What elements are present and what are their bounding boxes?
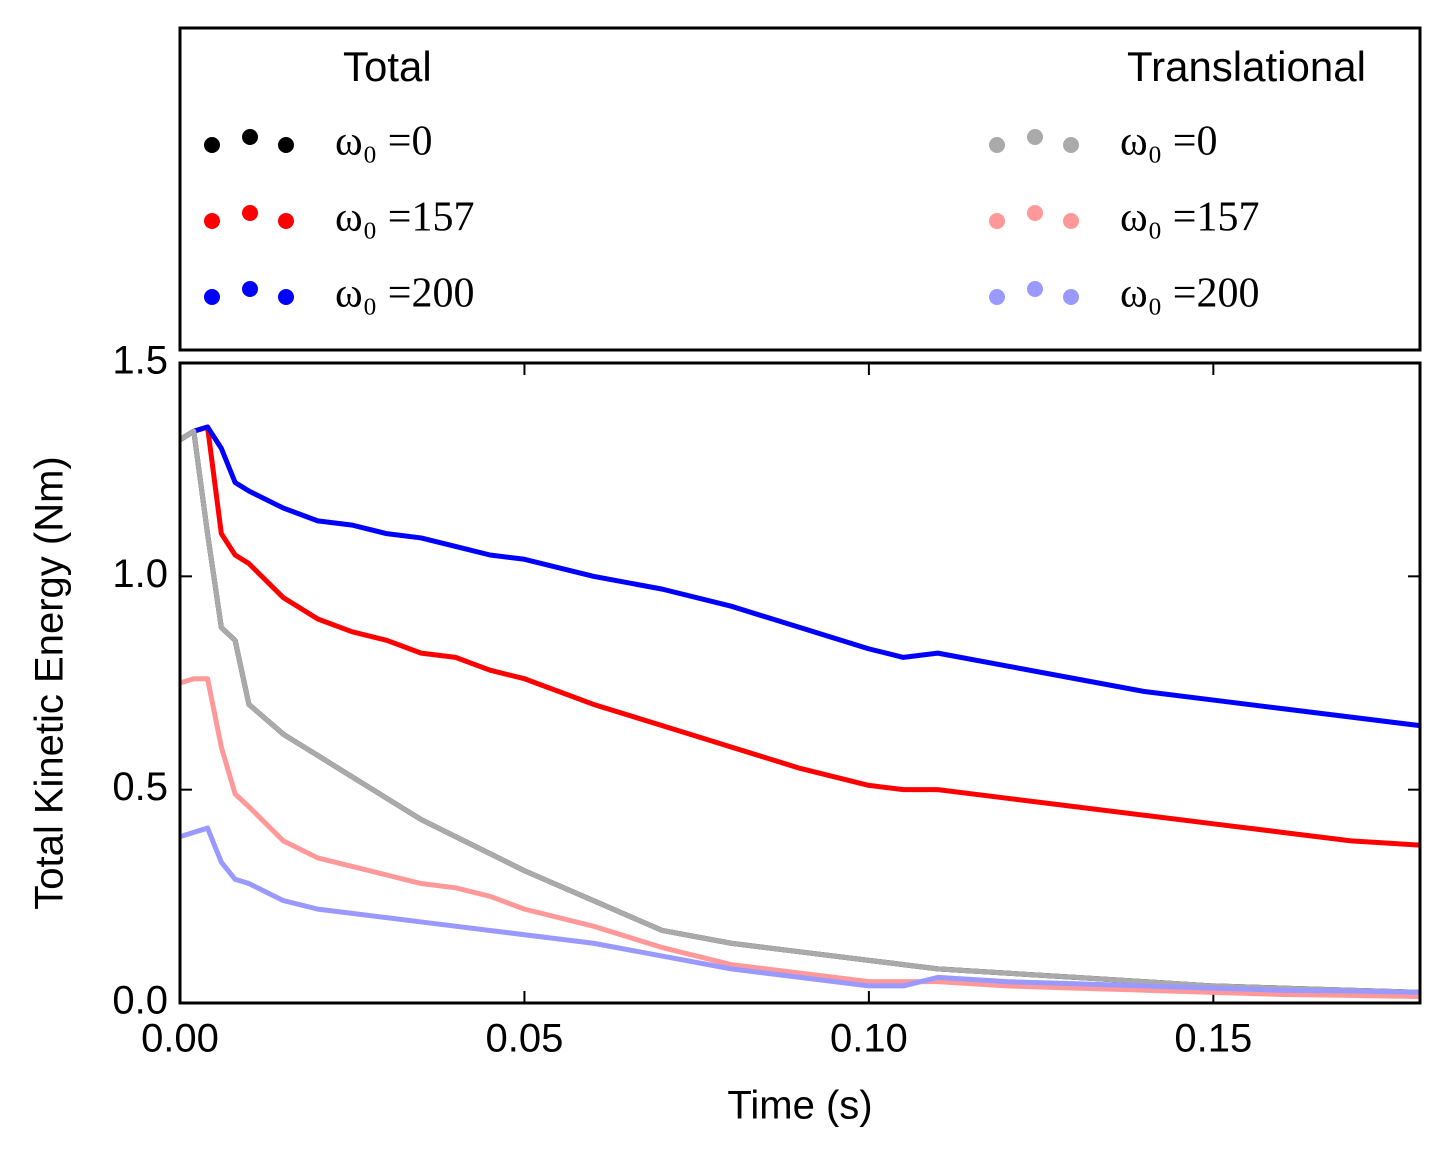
series-line: [178, 424, 1421, 729]
series-line: [178, 428, 1421, 995]
legend-label: ω₀ =0: [335, 119, 432, 165]
legend-label: ω₀ =157: [1120, 195, 1259, 241]
x-tick-label: 0.10: [830, 1017, 908, 1061]
legend-marker: [204, 289, 220, 305]
legend-label: ω₀ =200: [335, 271, 474, 317]
legend-marker: [204, 137, 220, 153]
legend-title: Total: [343, 43, 432, 90]
plot-frame: [178, 361, 1422, 1005]
legend-marker: [242, 129, 258, 145]
legend-marker: [1063, 289, 1079, 305]
legend-marker: [989, 289, 1005, 305]
legend-label: ω₀ =200: [1120, 271, 1259, 317]
legend-title: Translational: [1127, 43, 1366, 90]
legend-marker: [1063, 137, 1079, 153]
x-tick-label: 0.00: [141, 1017, 219, 1061]
x-tick-label: 0.15: [1174, 1017, 1252, 1061]
x-tick-label: 0.05: [486, 1017, 564, 1061]
series-line: [179, 676, 1421, 1000]
legend-box: [178, 26, 1422, 352]
legend-marker: [204, 213, 220, 229]
series-line: [179, 825, 1421, 995]
legend-marker: [989, 213, 1005, 229]
y-tick-label: 1.0: [112, 552, 168, 596]
legend-marker: [1027, 281, 1043, 297]
y-tick-label: 0.0: [112, 979, 168, 1023]
legend-marker: [278, 213, 294, 229]
y-axis-label: Total Kinetic Energy (Nm): [28, 456, 72, 909]
legend-label: ω₀ =157: [335, 195, 474, 241]
legend-marker: [242, 281, 258, 297]
legend-marker: [278, 289, 294, 305]
series-line: [178, 424, 1421, 848]
legend-marker: [1027, 205, 1043, 221]
legend-marker: [242, 205, 258, 221]
legend-marker: [1027, 129, 1043, 145]
legend-marker: [1063, 213, 1079, 229]
y-tick-label: 1.5: [112, 339, 168, 383]
x-axis-label: Time (s): [727, 1084, 872, 1128]
legend-marker: [989, 137, 1005, 153]
series-line: [178, 428, 1421, 995]
legend-marker: [278, 137, 294, 153]
legend-label: ω₀ =0: [1120, 119, 1217, 165]
y-tick-label: 0.5: [112, 765, 168, 809]
